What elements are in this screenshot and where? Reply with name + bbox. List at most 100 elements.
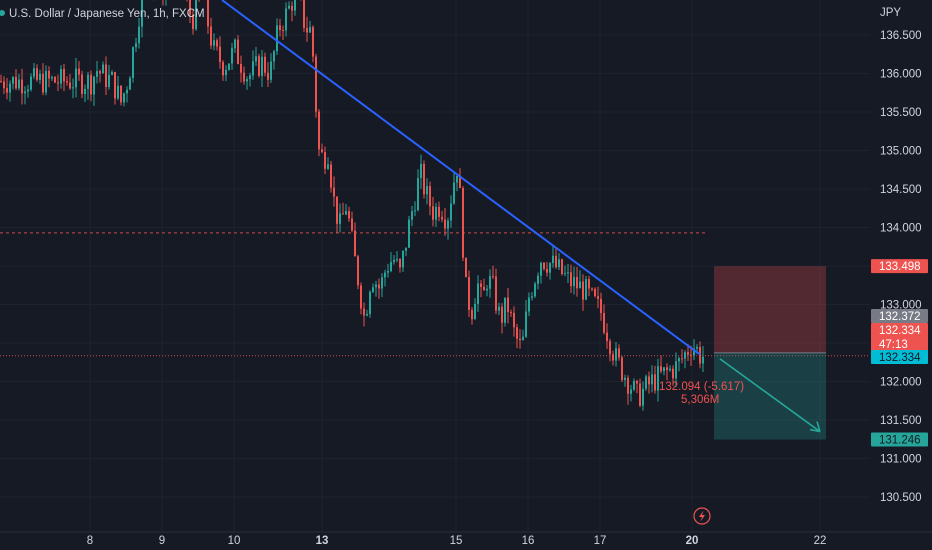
candle-body xyxy=(582,281,584,300)
candle-body xyxy=(342,213,344,215)
time-tick-label: 17 xyxy=(594,535,607,547)
time-tick-label: 8 xyxy=(87,535,93,547)
candle-body xyxy=(285,8,287,31)
price-tag-bg xyxy=(871,309,928,323)
price-axis[interactable]: JPY 130.500131.000131.500132.000132.5001… xyxy=(880,7,922,504)
candle-body xyxy=(225,69,227,76)
countdown-label: 47:13 xyxy=(879,339,908,351)
last-price-annotation: 132.094 (-5.617) xyxy=(659,381,744,393)
candle-body xyxy=(561,259,563,275)
price-tag-bg xyxy=(871,432,928,447)
candle-body xyxy=(645,376,647,389)
candle-body xyxy=(663,367,665,372)
candle-body xyxy=(48,70,50,79)
chart-title: U.S. Dollar / Japanese Yen, 1h, FXCM xyxy=(9,8,205,20)
candle-body xyxy=(531,296,533,298)
candle-body xyxy=(648,376,650,385)
candle-body xyxy=(105,64,107,87)
candle-body xyxy=(687,352,689,355)
candle-body xyxy=(279,25,281,30)
candle-body xyxy=(477,283,479,304)
candle-body xyxy=(417,178,419,211)
candle-body xyxy=(78,68,80,75)
candle-body xyxy=(540,262,542,276)
candle-body xyxy=(264,56,266,73)
candle-body xyxy=(444,219,446,229)
candle-body xyxy=(99,71,101,74)
candle-body xyxy=(309,27,311,33)
candle-body xyxy=(270,61,272,80)
candle-body xyxy=(684,352,686,359)
candle-body xyxy=(573,277,575,287)
candle-body xyxy=(54,77,56,83)
price-tag-label: 132.372 xyxy=(879,311,921,323)
short-position-tool[interactable] xyxy=(714,266,826,440)
candle-body xyxy=(360,285,362,309)
price-tick-label: 135.500 xyxy=(880,107,922,119)
candle-body xyxy=(672,368,674,379)
candle-body xyxy=(570,272,572,287)
candle-body xyxy=(339,213,341,224)
candle-body xyxy=(255,56,257,62)
candle-body xyxy=(438,206,440,217)
candle-body xyxy=(237,39,239,64)
candle-body xyxy=(60,68,62,84)
candle-body xyxy=(312,27,314,57)
time-tick-label: 15 xyxy=(450,535,463,547)
candle-body xyxy=(24,91,26,94)
candle-body xyxy=(81,74,83,95)
candle-body xyxy=(426,186,428,195)
candle-body xyxy=(453,182,455,204)
candle-body xyxy=(516,327,518,339)
candle-body xyxy=(0,81,2,83)
candle-body xyxy=(42,73,44,93)
candle-body xyxy=(87,74,89,89)
time-tick-label: 13 xyxy=(316,535,329,547)
candle-body xyxy=(363,308,365,316)
candle-body xyxy=(345,211,347,215)
candle-body xyxy=(621,357,623,380)
candle-body xyxy=(669,368,671,371)
candle-body xyxy=(231,48,233,64)
candle-body xyxy=(519,338,521,341)
candle-body xyxy=(534,283,536,297)
candle-body xyxy=(36,68,38,80)
candle-body xyxy=(375,284,377,288)
time-axis[interactable]: 8 9 10 13 15 16 17 20 22 xyxy=(0,531,932,547)
horizontal-lines xyxy=(0,232,870,357)
candle-body xyxy=(210,26,212,46)
candle-body xyxy=(468,277,470,310)
candle-body xyxy=(429,186,431,207)
time-tick-label: 20 xyxy=(686,535,699,547)
candle-body xyxy=(633,380,635,390)
candle-body xyxy=(510,312,512,314)
candle-body xyxy=(489,276,491,289)
trendline[interactable] xyxy=(221,0,701,356)
candle-body xyxy=(450,203,452,221)
candle-body xyxy=(192,14,194,30)
candle-body xyxy=(51,77,53,79)
price-tick-label: 131.000 xyxy=(880,454,922,466)
candle-body xyxy=(261,56,263,76)
candle-body xyxy=(459,175,461,189)
candle-body xyxy=(336,196,338,224)
candle-body xyxy=(195,0,197,30)
candle-body xyxy=(564,273,566,275)
candle-body xyxy=(411,211,413,220)
candle-body xyxy=(288,5,290,9)
candle-body xyxy=(525,311,527,337)
candle-body xyxy=(609,341,611,355)
candle-body xyxy=(456,175,458,183)
candle-body xyxy=(303,0,305,29)
candle-body xyxy=(396,259,398,261)
candle-body xyxy=(291,5,293,11)
time-tick-label: 10 xyxy=(228,535,241,547)
lightning-icon[interactable] xyxy=(693,507,711,525)
candle-body xyxy=(228,63,230,70)
candle-body xyxy=(114,71,116,99)
candle-body xyxy=(567,272,569,274)
candle-body xyxy=(537,275,539,284)
candle-body xyxy=(657,366,659,391)
price-tick-label: 135.000 xyxy=(880,146,922,158)
